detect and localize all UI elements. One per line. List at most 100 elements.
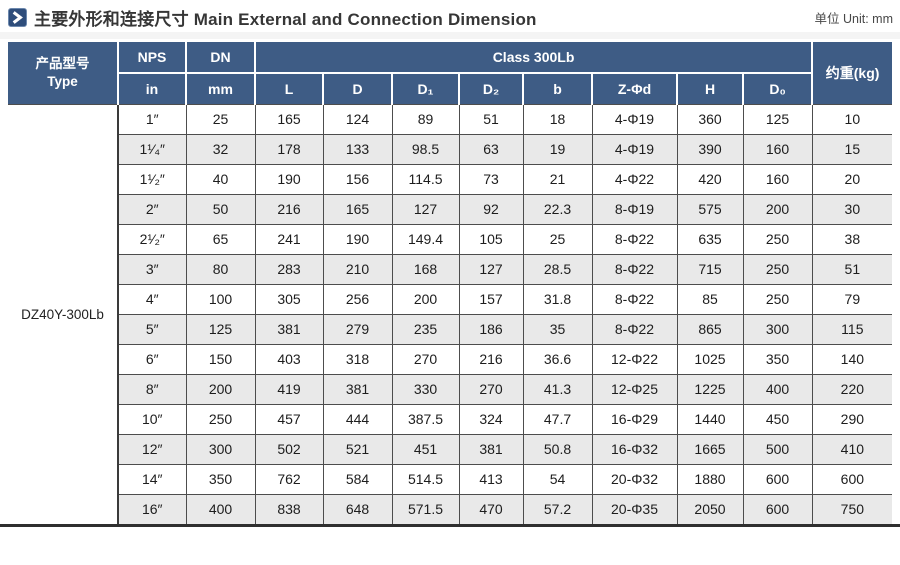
- cell-H: 85: [676, 283, 744, 315]
- cell-D0: 350: [742, 343, 813, 375]
- cell-weight: 290: [811, 403, 893, 435]
- cell-dn: 125: [185, 313, 256, 345]
- table-row: 8″ 200 419 381 330 270 41.3 12-Φ25 1225 400 220: [8, 373, 893, 405]
- cell-Z-Phi-d: 20-Φ35: [591, 493, 678, 524]
- table-row: 16″ 400 838 648 571.5 470 57.2 20-Φ35 2050 600 750: [8, 493, 893, 524]
- cell-H: 1440: [676, 403, 744, 435]
- cell-D: 210: [322, 253, 393, 285]
- cell-D: 133: [322, 133, 393, 165]
- table-body: DZ40Y-300Lb 1″ 25 165 124 89 51 18 4-Φ19 360 125 10…: [8, 103, 893, 524]
- bottom-rule: [0, 524, 900, 527]
- cell-Z-Phi-d: 4-Φ22: [591, 163, 678, 195]
- cell-H: 575: [676, 193, 744, 225]
- table-row: 4″ 100 305 256 200 157 31.8 8-Φ22 85 250 79: [8, 283, 893, 315]
- col-header-L: L: [254, 72, 324, 105]
- cell-Z-Phi-d: 12-Φ22: [591, 343, 678, 375]
- cell-H: 420: [676, 163, 744, 195]
- cell-D2: 105: [458, 223, 524, 255]
- cell-H: 2050: [676, 493, 744, 524]
- cell-D1: 451: [391, 433, 460, 465]
- dimension-table: 产品型号 Type NPS DN Class 300Lb 约重(kg) in m…: [8, 42, 893, 524]
- cell-weight: 750: [811, 493, 893, 524]
- cell-b: 18: [522, 103, 593, 135]
- cell-D0: 400: [742, 373, 813, 405]
- cell-b: 19: [522, 133, 593, 165]
- cell-D: 124: [322, 103, 393, 135]
- cell-L: 165: [254, 103, 324, 135]
- cell-D1: 98.5: [391, 133, 460, 165]
- cell-Z-Phi-d: 8-Φ22: [591, 313, 678, 345]
- cell-D0: 160: [742, 163, 813, 195]
- cell-weight: 30: [811, 193, 893, 225]
- col-group-class: Class 300Lb: [253, 42, 814, 74]
- cell-D: 381: [322, 373, 393, 405]
- cell-D: 584: [322, 463, 393, 495]
- col-header-D1: D₁: [391, 72, 460, 105]
- cell-D: 165: [322, 193, 393, 225]
- cell-Z-Phi-d: 20-Φ32: [591, 463, 678, 495]
- table-row: 5″ 125 381 279 235 186 35 8-Φ22 865 300 115: [8, 313, 893, 345]
- cell-dn: 25: [185, 103, 256, 135]
- cell-L: 283: [254, 253, 324, 285]
- cell-D: 190: [322, 223, 393, 255]
- cell-D1: 168: [391, 253, 460, 285]
- cell-D0: 300: [742, 313, 813, 345]
- cell-L: 216: [254, 193, 324, 225]
- cell-nps: 5″: [117, 313, 187, 345]
- cell-nps: 1″: [117, 103, 187, 135]
- cell-nps: 2¹⁄₂″: [117, 223, 187, 255]
- cell-weight: 600: [811, 463, 893, 495]
- cell-b: 28.5: [522, 253, 593, 285]
- cell-weight: 140: [811, 343, 893, 375]
- cell-D0: 250: [742, 253, 813, 285]
- cell-b: 57.2: [522, 493, 593, 524]
- cell-H: 635: [676, 223, 744, 255]
- cell-nps: 16″: [117, 493, 187, 524]
- cell-dn: 65: [185, 223, 256, 255]
- section-header: 主要外形和连接尺寸 Main External and Connection D…: [8, 5, 893, 30]
- cell-L: 305: [254, 283, 324, 315]
- cell-b: 21: [522, 163, 593, 195]
- cell-nps: 3″: [117, 253, 187, 285]
- cell-D2: 73: [458, 163, 524, 195]
- table-row: 10″ 250 457 444 387.5 324 47.7 16-Φ29 1440 450 290: [8, 403, 893, 435]
- cell-nps: 4″: [117, 283, 187, 315]
- cell-weight: 51: [811, 253, 893, 285]
- cell-D2: 51: [458, 103, 524, 135]
- cell-nps: 14″: [117, 463, 187, 495]
- cell-H: 1025: [676, 343, 744, 375]
- cell-b: 35: [522, 313, 593, 345]
- col-header-type-zh: 产品型号: [35, 56, 90, 72]
- cell-L: 502: [254, 433, 324, 465]
- cell-dn: 300: [185, 433, 256, 465]
- divider: [0, 32, 900, 39]
- col-header-H: H: [676, 72, 744, 105]
- cell-D2: 413: [458, 463, 524, 495]
- col-header-D: D: [322, 72, 393, 105]
- cell-D1: 514.5: [391, 463, 460, 495]
- col-header-dn-unit: mm: [185, 72, 256, 105]
- cell-L: 381: [254, 313, 324, 345]
- cell-D: 648: [322, 493, 393, 524]
- page-title: 主要外形和连接尺寸 Main External and Connection D…: [34, 10, 537, 29]
- cell-L: 419: [254, 373, 324, 405]
- cell-dn: 200: [185, 373, 256, 405]
- cell-Z-Phi-d: 8-Φ22: [591, 253, 678, 285]
- cell-D2: 324: [458, 403, 524, 435]
- cell-Z-Phi-d: 16-Φ32: [591, 433, 678, 465]
- col-header-nps-unit: in: [117, 72, 187, 105]
- cell-b: 54: [522, 463, 593, 495]
- cell-D: 256: [322, 283, 393, 315]
- cell-dn: 100: [185, 283, 256, 315]
- cell-L: 838: [254, 493, 324, 524]
- cell-nps: 8″: [117, 373, 187, 405]
- cell-D: 279: [322, 313, 393, 345]
- cell-D0: 500: [742, 433, 813, 465]
- unit-label: 单位 Unit: mm: [814, 12, 893, 26]
- cell-H: 1665: [676, 433, 744, 465]
- cell-dn: 250: [185, 403, 256, 435]
- col-header-D0: D₀: [741, 72, 814, 105]
- cell-D2: 63: [458, 133, 524, 165]
- table-row: 1¹⁄₂″ 40 190 156 114.5 73 21 4-Φ22 420 160 20: [8, 163, 893, 195]
- cell-dn: 32: [185, 133, 256, 165]
